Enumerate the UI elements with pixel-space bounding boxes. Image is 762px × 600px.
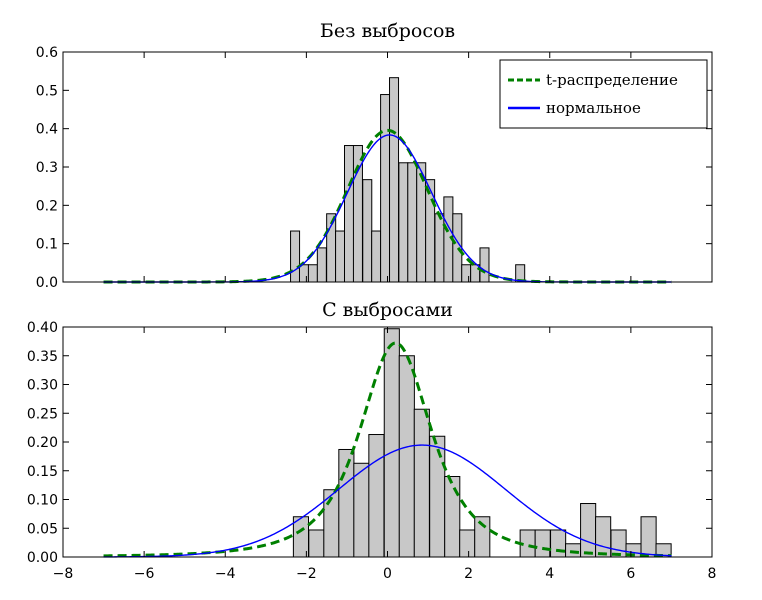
normal-distribution-curve — [103, 444, 672, 558]
chart-title: Без выбросов — [320, 20, 455, 42]
legend: t-распределение нормальное — [499, 59, 708, 129]
x-tick-label: −8 — [53, 566, 74, 582]
histogram-bar — [362, 179, 373, 283]
histogram-bar — [380, 94, 391, 283]
y-tick-label: 0.4 — [36, 122, 58, 138]
histogram-bar — [290, 230, 301, 283]
y-tick-label: 0.35 — [27, 349, 58, 365]
chart-title: С выбросами — [322, 299, 453, 321]
legend-entry: t-распределение — [546, 71, 678, 89]
histogram-bar — [389, 77, 400, 283]
histogram-bar — [398, 162, 409, 283]
histogram-bar — [413, 408, 430, 558]
histogram-bar — [407, 162, 418, 283]
histogram-bar — [368, 434, 385, 558]
legend-box — [499, 59, 708, 129]
y-tick-label: 0.15 — [27, 464, 58, 480]
x-tick-label: 0 — [383, 566, 392, 582]
x-tick-label: −4 — [215, 566, 236, 582]
y-tick-label: 0.0 — [36, 275, 58, 291]
histogram-bar — [298, 264, 309, 283]
histogram-bar — [565, 543, 582, 558]
y-tick-label: 0.25 — [27, 406, 58, 422]
histogram-bar — [479, 247, 490, 283]
x-tick-label: 6 — [626, 566, 635, 582]
x-tick-label: −2 — [296, 566, 317, 582]
y-tick-label: 0.10 — [27, 493, 58, 509]
y-tick-label: 0.05 — [27, 521, 58, 537]
histogram-bar — [640, 516, 657, 558]
histogram-bar — [434, 213, 445, 283]
histogram-bar — [308, 529, 325, 558]
histogram-bar — [534, 529, 551, 558]
x-tick-label: −6 — [134, 566, 155, 582]
histogram-bar — [452, 213, 463, 283]
x-tick-label: 2 — [464, 566, 473, 582]
y-tick-label: 0.40 — [27, 320, 58, 336]
y-tick-label: 0.3 — [36, 160, 58, 176]
panel-with-outliers: С выбросами 0.00 0.05 0.10 0.15 0.20 0.25 0.30 0… — [27, 299, 717, 582]
histogram-bar — [461, 264, 472, 283]
histogram-bar — [307, 264, 318, 283]
histogram-bar — [459, 529, 476, 558]
y-tick-label: 0.1 — [36, 237, 58, 253]
histogram-bar — [444, 476, 461, 558]
y-tick-label: 0.6 — [36, 45, 58, 61]
x-tick-label: 8 — [708, 566, 717, 582]
histogram-bar — [316, 247, 327, 283]
histogram-bar — [398, 355, 415, 558]
legend-entry: нормальное — [546, 99, 641, 117]
histogram — [292, 328, 672, 558]
histogram-bar — [344, 145, 355, 283]
histogram-bar — [595, 516, 612, 558]
y-tick-label: 0.5 — [36, 83, 58, 99]
histogram-bar — [580, 503, 597, 558]
histogram-bar — [353, 462, 370, 558]
x-tick-label: 4 — [545, 566, 554, 582]
panel-without-outliers: Без выбросов 0.0 0.1 0.2 0.3 0.4 0.5 0.6 t-распр… — [36, 20, 713, 291]
histogram-bar — [383, 328, 400, 558]
t-distribution-curve — [103, 341, 672, 558]
y-tick-label: 0.30 — [27, 378, 58, 394]
y-tick-label: 0.20 — [27, 435, 58, 451]
histogram — [290, 77, 526, 283]
histogram-bar — [335, 230, 346, 283]
histogram-bar — [371, 230, 382, 283]
histogram-bar — [292, 516, 310, 558]
histogram-bar — [550, 529, 567, 558]
y-tick-label: 0.00 — [27, 550, 58, 566]
y-tick-label: 0.2 — [36, 198, 58, 214]
histogram-bar — [429, 435, 446, 558]
